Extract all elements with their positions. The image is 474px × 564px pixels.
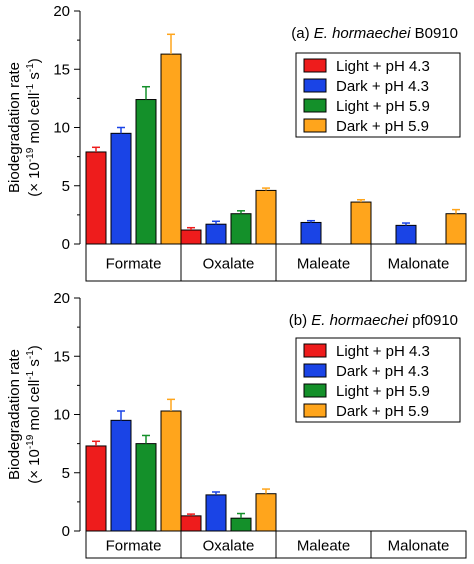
bar <box>180 229 202 245</box>
panel-title-prefix: (a) <box>291 25 314 42</box>
y-axis-label-line1: Biodegradation rate <box>6 62 23 193</box>
x-category-label: Malonate <box>388 538 450 555</box>
y-label-part: mol cell <box>26 380 43 435</box>
y-label-part: mol cell <box>26 93 43 148</box>
y-axis-label-line1: Biodegradation rate <box>6 349 23 480</box>
panel-title: (b) E. hormaechei pf0910 <box>289 312 458 329</box>
y-label-part: (× 10 <box>26 449 43 484</box>
bar <box>255 189 277 245</box>
y-label-part: ) <box>26 345 43 350</box>
legend-entry-label: Light + pH 4.3 <box>336 58 430 75</box>
legend-entry-label: Light + pH 5.9 <box>336 383 430 400</box>
legend-entry-label: Light + pH 5.9 <box>336 98 430 115</box>
bar <box>135 99 157 245</box>
bar <box>300 221 322 245</box>
legend-swatch <box>303 98 327 113</box>
x-category-label: Formate <box>106 538 162 555</box>
y-tick-label: 20 <box>53 3 70 20</box>
bar <box>180 515 202 532</box>
bar <box>135 443 157 532</box>
legend-entry-label: Light + pH 4.3 <box>336 343 430 360</box>
bar <box>205 223 227 245</box>
y-tick-label: 15 <box>53 61 70 78</box>
y-tick-label: 5 <box>62 178 70 195</box>
y-label-part: s <box>26 72 43 84</box>
y-label-superscript: -1 <box>25 63 36 72</box>
chart-panel-b: 0 5 10 15 20 Formate Oxalate Maleate Malonate (b)… <box>6 290 467 559</box>
legend-swatch <box>303 363 327 378</box>
legend-swatch <box>303 403 327 418</box>
x-category-label: Oxalate <box>203 256 255 273</box>
legend-swatch <box>303 118 327 133</box>
y-label-part: ) <box>26 58 43 63</box>
legend-swatch <box>303 58 327 73</box>
y-tick-label: 15 <box>53 348 70 365</box>
bar <box>230 517 252 532</box>
bar <box>110 419 132 532</box>
bar <box>85 151 107 245</box>
bar <box>160 53 182 245</box>
bar <box>110 132 132 245</box>
x-category-label: Maleate <box>297 256 350 273</box>
y-tick-label: 10 <box>53 120 70 137</box>
y-tick-label: 5 <box>62 465 70 482</box>
legend-entry-label: Dark + pH 5.9 <box>336 118 429 135</box>
bar <box>230 213 252 245</box>
y-tick-label: 20 <box>53 290 70 307</box>
legend-entry-label: Dark + pH 4.3 <box>336 78 429 95</box>
y-label-part: s <box>26 359 43 371</box>
bar <box>160 410 182 532</box>
bar <box>85 445 107 532</box>
x-category-label: Malonate <box>388 256 450 273</box>
y-label-superscript: -1 <box>25 350 36 359</box>
y-axis-label-line2: (× 10-19 mol cell-1 s-1) <box>25 345 43 484</box>
bar <box>445 213 467 245</box>
y-tick-label: 10 <box>53 407 70 424</box>
y-label-superscript: -19 <box>25 147 36 162</box>
bar <box>205 494 227 532</box>
x-category-label: Maleate <box>297 538 350 555</box>
x-category-label: Oxalate <box>203 538 255 555</box>
y-label-part: (× 10 <box>26 162 43 197</box>
y-label-superscript: -1 <box>25 83 36 92</box>
y-label-superscript: -19 <box>25 434 36 449</box>
panel-title-species: E. hormaechei <box>314 25 411 42</box>
y-axis-label-line2: (× 10-19 mol cell-1 s-1) <box>25 58 43 197</box>
panel-title: (a) E. hormaechei B0910 <box>291 25 458 42</box>
bar <box>255 493 277 532</box>
y-label-superscript: -1 <box>25 370 36 379</box>
bar <box>395 224 417 245</box>
panel-title-species: E. hormaechei <box>311 312 408 329</box>
legend-entry-label: Dark + pH 5.9 <box>336 403 429 420</box>
y-tick-label: 0 <box>62 523 70 540</box>
panel-title-strain: B0910 <box>410 25 458 42</box>
panel-title-prefix: (b) <box>289 312 312 329</box>
panel-title-strain: pf0910 <box>408 312 458 329</box>
y-tick-label: 0 <box>62 236 70 253</box>
chart-panel-a: 0 5 10 15 20 Formate Oxalate Maleate Malonate (a)… <box>6 3 467 282</box>
legend-swatch <box>303 343 327 358</box>
legend-swatch <box>303 78 327 93</box>
legend-entry-label: Dark + pH 4.3 <box>336 363 429 380</box>
bar <box>350 201 372 245</box>
x-category-label: Formate <box>106 256 162 273</box>
legend-swatch <box>303 383 327 398</box>
